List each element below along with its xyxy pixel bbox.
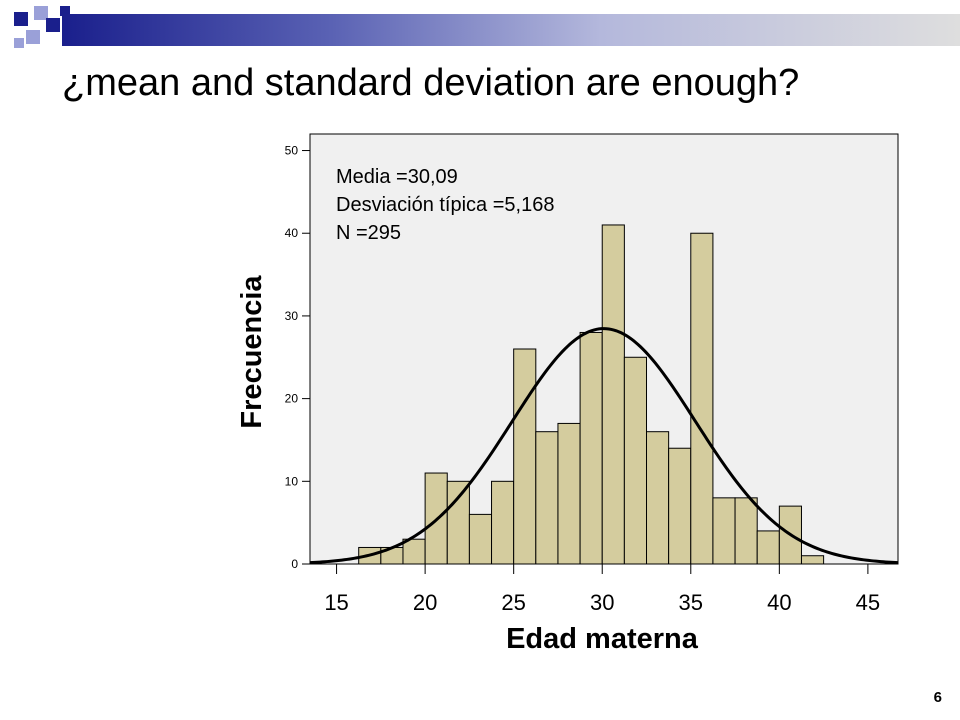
y-tick-label: 20 bbox=[285, 392, 299, 406]
axes-group: 0 10 20 30 40 50 15 20 25 30 35 40 45 bbox=[285, 144, 880, 615]
x-tick-label: 40 bbox=[767, 590, 791, 615]
histogram-bar bbox=[402, 538, 426, 565]
y-tick-label: 50 bbox=[285, 144, 299, 158]
corner-square-periwinkle-3 bbox=[14, 38, 24, 48]
x-tick-label: 35 bbox=[679, 590, 703, 615]
histogram-bar bbox=[491, 480, 515, 565]
y-tick-label: 10 bbox=[285, 474, 299, 488]
x-axis-label: Edad materna bbox=[506, 623, 699, 655]
corner-square-navy-2 bbox=[46, 18, 60, 32]
histogram-bar bbox=[800, 555, 825, 565]
stats-std-dev: Desviación típica =5,168 bbox=[336, 194, 555, 216]
slide-title: ¿mean and standard deviation are enough? bbox=[62, 62, 800, 104]
corner-square-navy-1 bbox=[14, 12, 28, 26]
histogram-bar bbox=[756, 530, 780, 565]
header-bar bbox=[62, 14, 960, 46]
histogram-bar bbox=[646, 431, 670, 565]
plot-frame bbox=[309, 133, 899, 565]
y-tick-label: 40 bbox=[285, 226, 299, 240]
y-tick-label: 0 bbox=[291, 557, 298, 571]
histogram-bar bbox=[623, 356, 648, 565]
corner-square-navy-3 bbox=[60, 6, 70, 16]
histogram-bar bbox=[579, 331, 603, 565]
normal-curve bbox=[309, 327, 899, 565]
histogram-bar bbox=[712, 497, 736, 565]
stats-n: N =295 bbox=[336, 222, 402, 244]
histogram-bar bbox=[601, 224, 625, 565]
histogram-bar bbox=[668, 447, 692, 565]
x-tick-label: 25 bbox=[501, 590, 525, 615]
page-number: 6 bbox=[933, 689, 942, 706]
bars-group bbox=[358, 224, 825, 565]
histogram-bar bbox=[513, 348, 537, 565]
corner-square-periwinkle-1 bbox=[34, 6, 48, 20]
x-tick-label: 30 bbox=[590, 590, 614, 615]
stats-mean: Media =30,09 bbox=[336, 166, 458, 188]
histogram-bar bbox=[468, 513, 493, 565]
y-axis-label: Frecuencia bbox=[236, 275, 268, 429]
y-tick-label: 30 bbox=[285, 309, 299, 323]
x-tick-label: 15 bbox=[324, 590, 348, 615]
histogram-bar bbox=[734, 497, 758, 565]
x-tick-label: 20 bbox=[413, 590, 437, 615]
histogram-bar bbox=[557, 422, 581, 565]
corner-square-periwinkle-2 bbox=[26, 30, 40, 44]
histogram-bar bbox=[446, 480, 470, 565]
x-tick-label: 45 bbox=[856, 590, 880, 615]
histogram-bar bbox=[690, 232, 714, 565]
histogram-bar bbox=[535, 431, 559, 565]
